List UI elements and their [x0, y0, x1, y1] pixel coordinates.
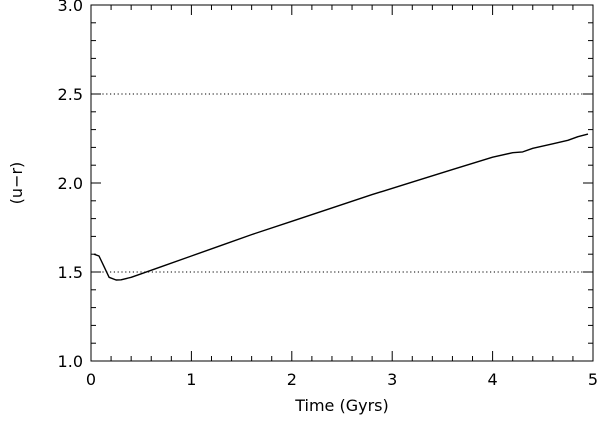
- major-ticks: [90, 4, 594, 362]
- y-tick-label: 1.5: [58, 263, 83, 282]
- x-axis-title: Time (Gyrs): [294, 396, 389, 415]
- x-tick-label: 2: [287, 370, 297, 389]
- series-lines: [93, 133, 589, 281]
- reference-lines: [91, 93, 593, 273]
- x-tick-label: 0: [86, 370, 96, 389]
- plot-frame: [90, 4, 594, 362]
- x-tick-label: 3: [387, 370, 397, 389]
- x-tick-label: 1: [186, 370, 196, 389]
- series-line: [93, 133, 589, 281]
- y-tick-label: 2.0: [58, 174, 83, 193]
- y-tick-label: 1.0: [58, 352, 83, 371]
- minor-ticks: [91, 5, 593, 361]
- x-tick-label: 4: [488, 370, 498, 389]
- y-tick-labels: 1.0 1.5 2.0 2.5 3.0: [58, 0, 83, 371]
- y-tick-label: 3.0: [58, 0, 83, 15]
- x-tick-labels: 0 1 2 3 4 5: [86, 370, 598, 389]
- y-tick-label: 2.5: [58, 85, 83, 104]
- x-tick-label: 5: [588, 370, 598, 389]
- y-axis-title: (u−r): [7, 162, 26, 205]
